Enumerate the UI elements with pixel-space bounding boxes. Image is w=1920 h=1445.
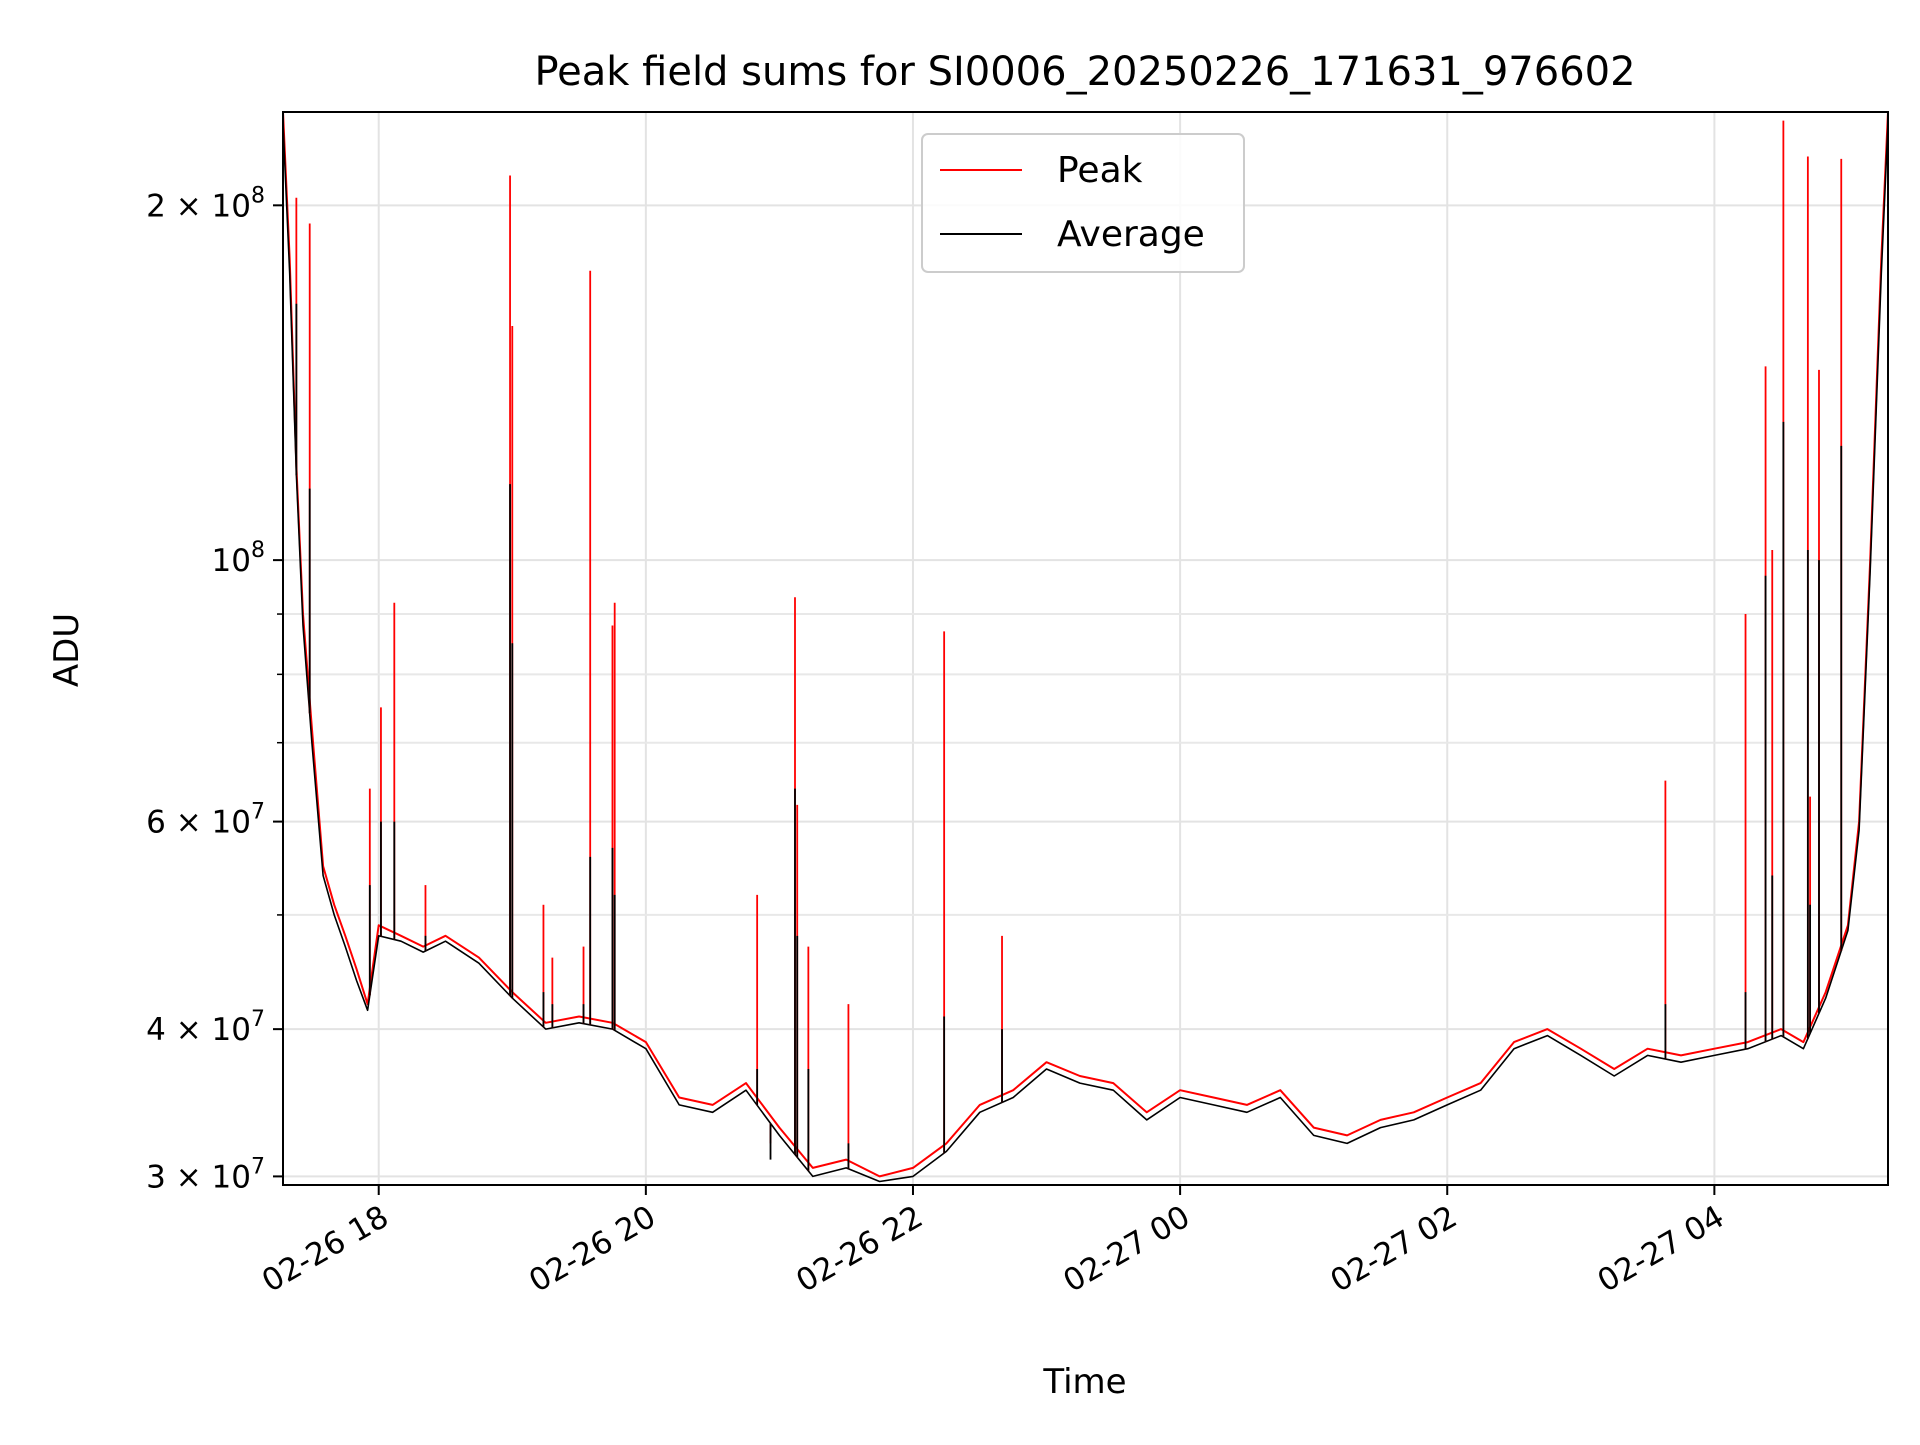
- y-tick-label: 2 × 108: [146, 183, 265, 224]
- y-axis-label: ADU: [47, 613, 87, 687]
- x-axis-label: Time: [1042, 1362, 1126, 1402]
- y-tick-label: 6 × 107: [146, 800, 265, 841]
- legend-box: [921, 133, 1245, 273]
- legend: Peak Average: [921, 133, 1245, 273]
- y-tick-label: 4 × 107: [146, 1007, 265, 1048]
- plot-frame: [282, 111, 1889, 1186]
- y-tick-label: 108: [212, 538, 265, 579]
- series-line-average: [283, 122, 1888, 1183]
- legend-label-average: Average: [1057, 214, 1205, 255]
- series-layer: [283, 112, 1888, 1183]
- chart-title: Peak field sums for SI0006_20250226_1716…: [534, 49, 1635, 95]
- y-tick-label: 3 × 107: [146, 1154, 265, 1195]
- series-line-peak: [283, 112, 1888, 1178]
- legend-label-peak: Peak: [1057, 150, 1143, 191]
